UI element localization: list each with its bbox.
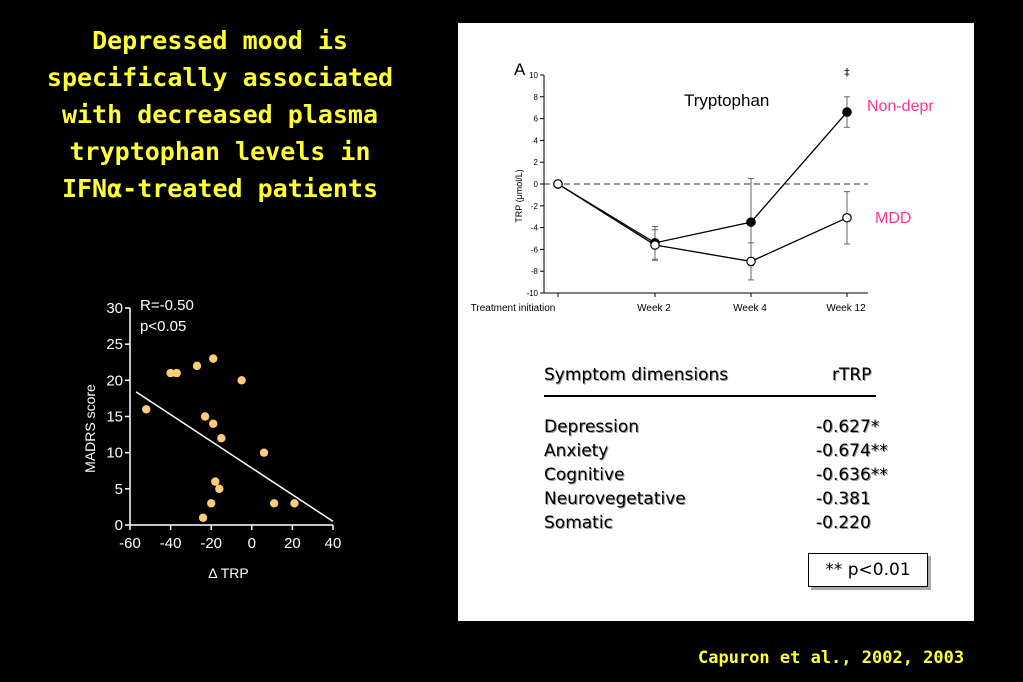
y-tick-label: 0 bbox=[115, 517, 123, 534]
x-tick-label: Treatment initiation bbox=[471, 303, 556, 314]
scatter-point bbox=[207, 499, 216, 508]
panel-letter: A bbox=[514, 60, 526, 79]
scatter-point bbox=[259, 448, 269, 457]
title-line: tryptophan levels in bbox=[69, 137, 371, 166]
scatter-point bbox=[217, 434, 226, 443]
y-tick-label: -4 bbox=[531, 224, 539, 233]
title-line: Depressed mood is bbox=[92, 26, 348, 55]
y-tick-label: 8 bbox=[534, 93, 539, 102]
x-tick-label: Week 12 bbox=[826, 303, 866, 314]
y-tick-label: 5 bbox=[115, 481, 123, 498]
scatter-point bbox=[209, 419, 218, 428]
y-tick-label: 2 bbox=[534, 158, 539, 167]
x-tick-label: -20 bbox=[200, 535, 222, 552]
header-rule bbox=[544, 395, 876, 397]
y-tick-label: 25 bbox=[106, 336, 123, 353]
scatter-point bbox=[269, 499, 279, 508]
x-tick-label: Week 4 bbox=[733, 303, 767, 314]
y-tick-label: -2 bbox=[531, 202, 539, 211]
y-tick-label: 15 bbox=[106, 409, 123, 426]
citation: Capuron et al., 2002, 2003 bbox=[698, 648, 965, 668]
title-line: specifically associated bbox=[46, 63, 394, 92]
scatter-point bbox=[215, 484, 224, 494]
scatter-point bbox=[192, 361, 202, 371]
y-tick-label: 10 bbox=[106, 445, 123, 462]
scatter-point bbox=[172, 368, 181, 378]
y-axis-label: TRP (μmol/L) bbox=[514, 169, 524, 223]
series-label-mdd: MDD bbox=[875, 210, 911, 227]
slide-title: Depressed mood is specifically associate… bbox=[10, 22, 430, 207]
row-value: -0.220 bbox=[816, 513, 871, 533]
data-point-MDD bbox=[746, 256, 756, 267]
scatter-point bbox=[142, 405, 151, 414]
significance-marker: ‡ bbox=[844, 66, 850, 79]
scatter-chart: 0 5 10 15 20 25 30 -60 -40 -20 0 20 40 Δ TRP MADRS sco… bbox=[82, 297, 342, 581]
regression-line bbox=[135, 391, 334, 523]
row-dimension: Somatic bbox=[544, 513, 613, 533]
x-axis-label: Δ TRP bbox=[208, 565, 248, 581]
x-tick-label: Week 2 bbox=[637, 303, 671, 314]
row-dimension: Cognitive bbox=[544, 465, 625, 485]
row-value: -0.381 bbox=[816, 489, 871, 509]
scatter-point bbox=[166, 368, 175, 378]
y-tick-label: -6 bbox=[531, 245, 539, 254]
row-value: -0.674** bbox=[816, 441, 888, 461]
row-dimension: Anxiety bbox=[544, 441, 609, 461]
row-dimension: Depression bbox=[544, 417, 640, 437]
data-point-Non-depr bbox=[842, 107, 852, 117]
y-tick-label: 6 bbox=[534, 115, 539, 124]
line-chart: A -10 -8 -6 -4 -2 0 2 4 6 8 10 Treatment initiation W… bbox=[471, 60, 935, 314]
series-line-Non-depr bbox=[557, 111, 848, 244]
x-tick-label: 40 bbox=[325, 535, 342, 552]
title-line: with decreased plasma bbox=[61, 100, 379, 129]
series-line-MDD bbox=[557, 183, 848, 263]
header-rtrp: rTRP bbox=[832, 365, 872, 385]
y-tick-label: -8 bbox=[531, 267, 539, 276]
y-tick-label: 0 bbox=[534, 180, 539, 189]
significance-note: ** p<0.01 bbox=[808, 553, 928, 587]
y-tick-label: -10 bbox=[526, 289, 538, 298]
title-line: IFNα-treated patients bbox=[61, 174, 379, 203]
x-tick-label: 0 bbox=[248, 535, 256, 552]
data-point-MDD bbox=[842, 212, 852, 223]
x-tick-label: -40 bbox=[160, 535, 182, 552]
x-tick-label: 20 bbox=[284, 535, 301, 552]
scatter-point bbox=[198, 513, 208, 522]
y-axis-label: MADRS score bbox=[82, 384, 98, 473]
annotation-r: R=-0.50 bbox=[140, 297, 194, 314]
figure-panel: A -10 -8 -6 -4 -2 0 2 4 6 8 10 Treatment initiation W… bbox=[458, 23, 974, 621]
y-tick-label: 20 bbox=[106, 372, 123, 389]
scatter-point bbox=[237, 376, 246, 385]
series-label-nondepr: Non-depr bbox=[867, 98, 934, 115]
scatter-point bbox=[200, 412, 210, 421]
chart-label: Tryptophan bbox=[684, 91, 769, 110]
scatter-point bbox=[211, 477, 220, 486]
scatter-point bbox=[209, 354, 218, 363]
scatter-point bbox=[290, 499, 299, 508]
y-tick-label: 4 bbox=[534, 136, 539, 145]
data-point-MDD bbox=[650, 240, 660, 250]
row-value: -0.627* bbox=[816, 417, 880, 437]
y-tick-label: 10 bbox=[529, 71, 538, 80]
row-dimension: Neurovegetative bbox=[544, 489, 686, 509]
header-symptom: Symptom dimensions bbox=[544, 365, 729, 385]
data-point-Non-depr bbox=[746, 217, 756, 227]
y-tick-label: 30 bbox=[106, 300, 123, 317]
annotation-p: p<0.05 bbox=[140, 318, 186, 335]
x-tick-label: -60 bbox=[119, 535, 141, 552]
data-point-MDD bbox=[553, 179, 563, 189]
row-value: -0.636** bbox=[816, 465, 888, 485]
